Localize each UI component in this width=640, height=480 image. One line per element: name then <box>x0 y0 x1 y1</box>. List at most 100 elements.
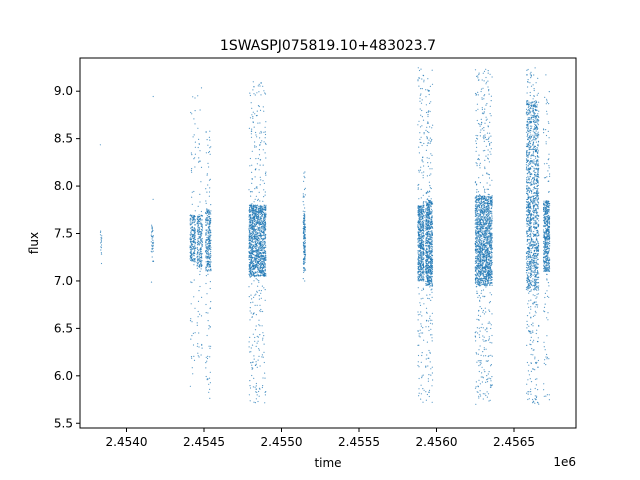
data-point <box>152 242 154 244</box>
data-point <box>480 247 482 249</box>
data-point <box>479 210 481 212</box>
data-point <box>422 251 424 253</box>
data-point <box>478 272 480 274</box>
data-point <box>431 265 433 267</box>
data-point <box>196 247 198 249</box>
data-point <box>257 359 259 361</box>
data-point <box>206 221 208 223</box>
data-point <box>256 366 258 368</box>
data-point <box>259 200 261 202</box>
data-point <box>264 219 266 221</box>
data-point <box>423 270 425 272</box>
data-point <box>474 335 476 337</box>
data-point <box>417 275 419 277</box>
data-point <box>260 252 262 254</box>
data-point <box>418 77 421 79</box>
data-point <box>419 336 421 338</box>
data-point <box>418 255 420 257</box>
data-point <box>209 397 211 399</box>
data-point <box>208 216 210 218</box>
data-point <box>208 166 210 168</box>
data-point <box>250 247 252 249</box>
data-point <box>476 258 478 261</box>
data-point <box>257 122 259 124</box>
data-point <box>192 241 194 243</box>
data-point <box>250 136 253 138</box>
data-point <box>252 81 254 83</box>
data-point <box>254 218 256 220</box>
data-point <box>194 141 196 143</box>
data-point <box>152 245 154 247</box>
data-point <box>262 356 264 358</box>
data-point <box>205 282 207 285</box>
data-point <box>256 257 259 259</box>
data-point <box>250 208 253 210</box>
data-point <box>255 345 257 347</box>
data-point <box>261 261 263 263</box>
data-point <box>475 229 477 231</box>
data-point <box>261 227 263 229</box>
data-point <box>193 258 195 260</box>
data-point <box>207 249 209 251</box>
data-point <box>205 275 207 277</box>
data-point <box>418 276 420 278</box>
data-point <box>417 287 419 289</box>
data-point <box>260 179 262 181</box>
data-point <box>419 224 421 226</box>
data-point <box>428 240 430 242</box>
data-point <box>264 152 266 154</box>
data-point <box>485 253 487 255</box>
data-point <box>418 246 420 249</box>
data-point <box>431 296 433 298</box>
data-point <box>418 198 420 200</box>
data-point <box>198 356 200 358</box>
data-point <box>421 253 423 255</box>
data-point <box>484 393 486 395</box>
data-point <box>476 191 478 193</box>
data-point <box>304 236 306 238</box>
data-point <box>475 150 477 152</box>
data-point <box>479 257 481 259</box>
data-point <box>208 239 210 241</box>
data-point <box>258 280 260 282</box>
data-point <box>259 85 261 87</box>
data-point <box>427 78 429 80</box>
data-point <box>256 136 258 138</box>
data-point <box>253 377 255 379</box>
data-point <box>264 172 267 175</box>
data-point <box>426 232 429 234</box>
data-point <box>200 256 203 258</box>
data-point <box>198 244 200 246</box>
data-point <box>198 221 200 223</box>
data-point <box>192 216 194 218</box>
data-point <box>265 255 267 257</box>
data-point <box>303 204 305 206</box>
data-point <box>421 218 423 220</box>
data-point <box>418 69 421 72</box>
data-point <box>197 225 199 227</box>
data-point <box>207 235 209 237</box>
data-point <box>474 200 476 203</box>
data-point <box>419 238 421 240</box>
data-point <box>430 140 432 142</box>
data-point <box>150 281 153 283</box>
data-point <box>481 372 483 374</box>
data-point <box>425 358 427 360</box>
data-point <box>210 210 212 212</box>
data-point <box>303 218 305 220</box>
data-point <box>426 138 428 140</box>
data-point <box>477 198 479 200</box>
data-point <box>302 278 304 280</box>
data-point <box>417 276 419 278</box>
data-point <box>251 164 253 166</box>
data-point <box>481 224 483 226</box>
data-point <box>263 244 265 247</box>
data-point <box>303 188 306 191</box>
data-point <box>200 243 202 245</box>
data-point <box>475 274 477 276</box>
data-point <box>428 195 430 197</box>
data-point <box>206 262 208 264</box>
data-point <box>206 139 208 141</box>
data-point <box>420 142 422 144</box>
data-point <box>430 250 432 252</box>
